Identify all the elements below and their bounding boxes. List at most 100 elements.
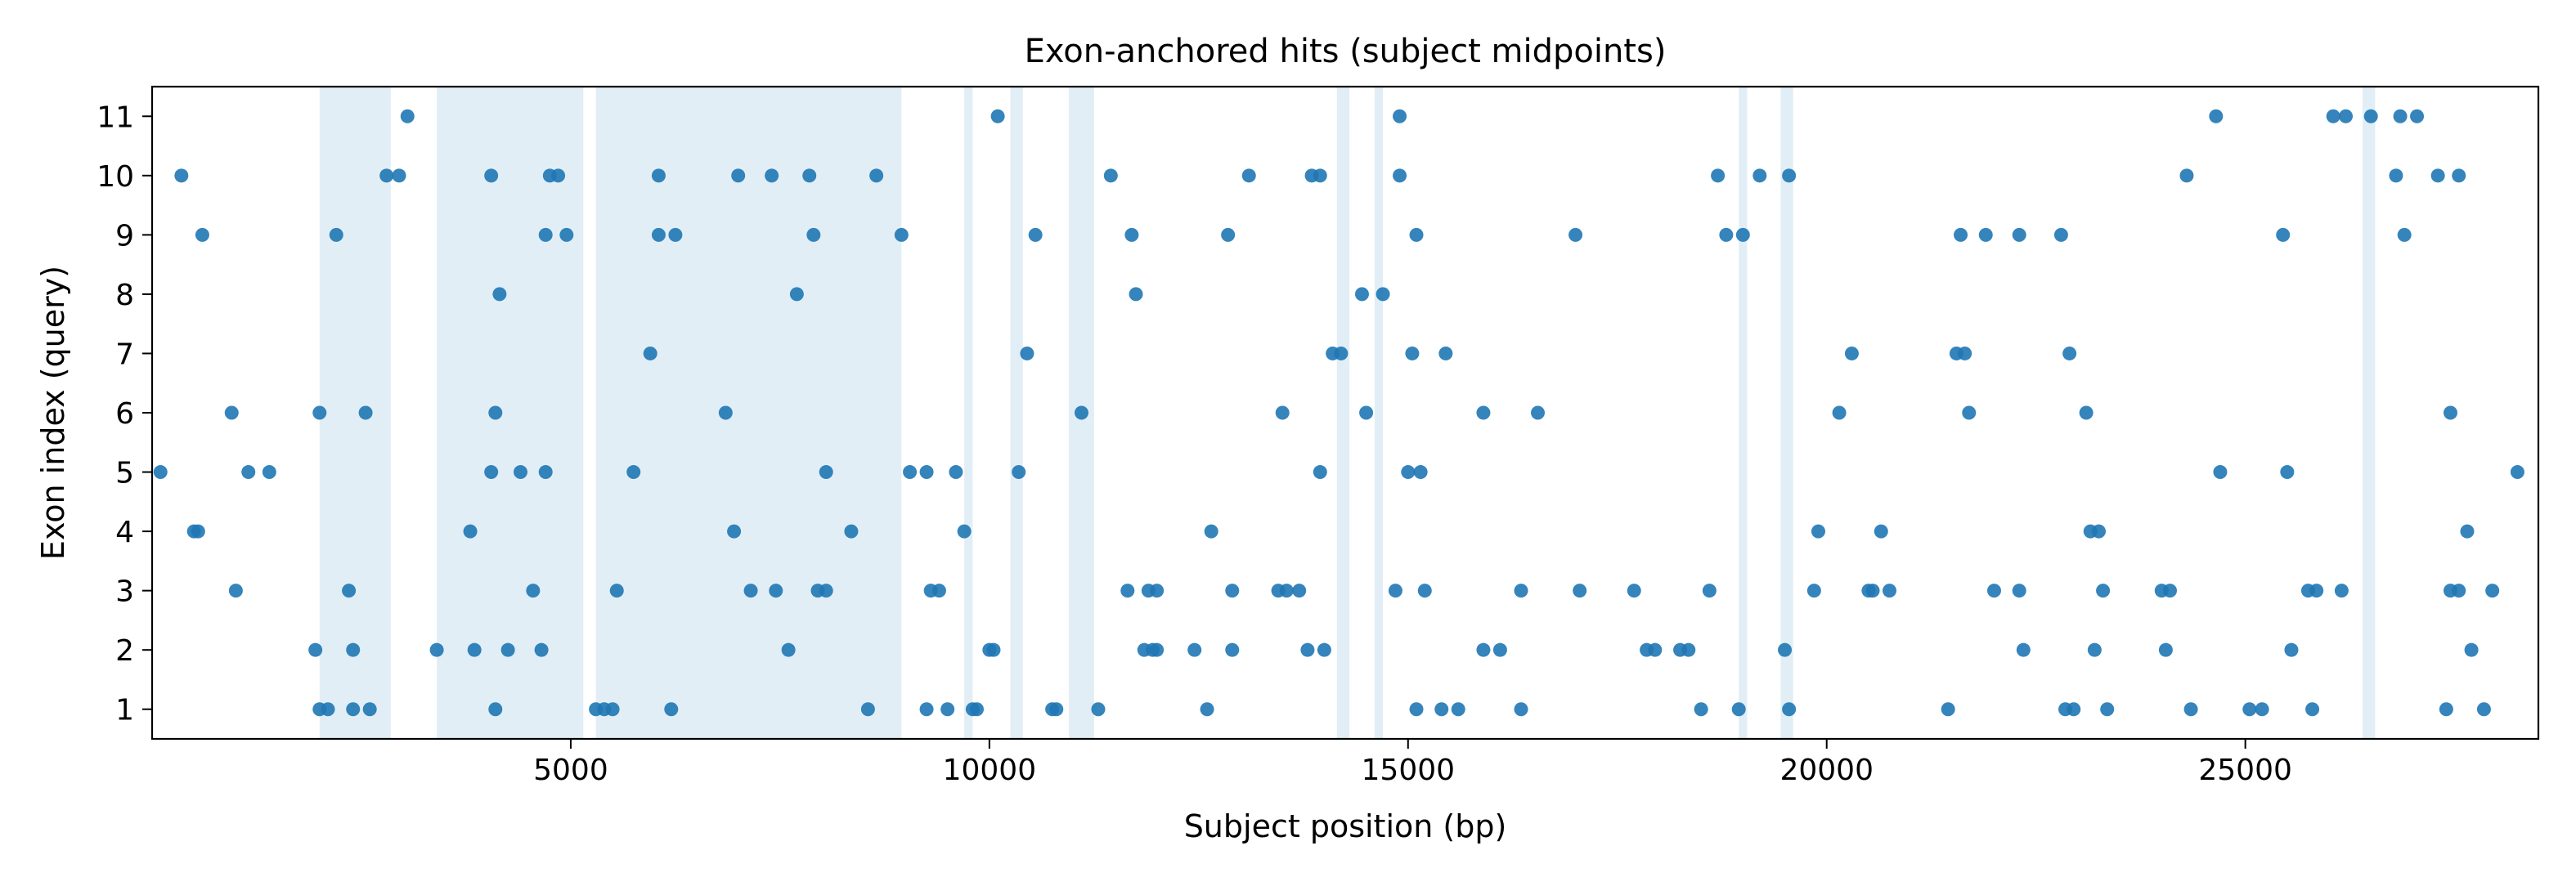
- data-point: [844, 524, 859, 539]
- data-point: [2276, 227, 2291, 242]
- data-point: [2464, 642, 2479, 657]
- shaded-region-7: [1336, 87, 1350, 739]
- data-point: [224, 405, 239, 420]
- y-tick-label: 5: [115, 457, 134, 490]
- x-axis-label: Subject position (bp): [1184, 808, 1507, 844]
- data-point: [2209, 109, 2224, 123]
- data-point: [1874, 524, 1888, 539]
- data-point: [1514, 584, 1528, 598]
- data-point: [1225, 642, 1240, 657]
- data-point: [626, 465, 641, 480]
- data-point: [559, 227, 574, 242]
- data-point: [191, 524, 205, 539]
- data-point: [894, 227, 909, 242]
- shaded-regions: [319, 87, 2376, 739]
- data-point: [2460, 524, 2475, 539]
- data-point: [1300, 642, 1315, 657]
- data-point: [2452, 584, 2466, 598]
- data-point: [2255, 702, 2269, 717]
- data-point: [1187, 642, 1202, 657]
- data-point: [2485, 584, 2500, 598]
- data-point: [1832, 405, 1847, 420]
- data-point: [919, 702, 934, 717]
- data-point: [1568, 227, 1583, 242]
- data-point: [312, 405, 327, 420]
- data-point: [1292, 584, 1307, 598]
- y-tick-label: 10: [96, 160, 134, 194]
- data-point: [1124, 227, 1139, 242]
- data-point: [664, 702, 679, 717]
- data-point: [2410, 109, 2425, 123]
- data-point: [1012, 465, 1026, 480]
- data-point: [903, 465, 918, 480]
- data-point: [1049, 702, 1064, 717]
- data-point: [513, 465, 527, 480]
- data-point: [1129, 287, 1143, 302]
- data-point: [534, 642, 549, 657]
- shaded-region-8: [1374, 87, 1384, 739]
- data-point: [321, 702, 335, 717]
- data-point: [651, 168, 666, 183]
- data-point: [1409, 702, 1424, 717]
- data-point: [2213, 465, 2228, 480]
- data-point: [492, 287, 507, 302]
- data-point: [806, 227, 821, 242]
- data-point: [2309, 584, 2324, 598]
- shaded-region-2: [437, 87, 584, 739]
- x-tick-label: 25000: [2198, 754, 2292, 787]
- data-point: [346, 642, 361, 657]
- data-point: [1150, 584, 1165, 598]
- data-point: [1476, 405, 1491, 420]
- data-point: [819, 584, 833, 598]
- data-point: [484, 168, 499, 183]
- data-point: [769, 584, 783, 598]
- data-point: [1317, 642, 1331, 657]
- data-point: [2363, 109, 2378, 123]
- data-point: [1954, 227, 1968, 242]
- data-point: [1091, 702, 1106, 717]
- data-point: [2100, 702, 2115, 717]
- data-point: [2087, 642, 2102, 657]
- data-point: [2397, 227, 2412, 242]
- data-point: [1204, 524, 1218, 539]
- data-point: [860, 702, 875, 717]
- y-tick-label: 3: [115, 575, 134, 609]
- chart-title: Exon-anchored hits (subject midpoints): [1025, 33, 1667, 70]
- data-point: [2452, 168, 2466, 183]
- data-point: [262, 465, 276, 480]
- data-point: [538, 227, 553, 242]
- data-point: [1020, 346, 1034, 360]
- y-tick-label: 7: [115, 338, 134, 371]
- data-point: [949, 465, 963, 480]
- data-point: [919, 465, 934, 480]
- data-point: [1417, 584, 1432, 598]
- data-point: [668, 227, 683, 242]
- y-tick-label: 4: [115, 516, 134, 549]
- data-point: [1401, 465, 1416, 480]
- data-point: [2326, 109, 2340, 123]
- data-point: [1627, 584, 1641, 598]
- data-point: [2439, 702, 2453, 717]
- data-point: [1225, 584, 1240, 598]
- data-point: [174, 168, 189, 183]
- shaded-region-3: [595, 87, 902, 739]
- data-point: [1279, 584, 1294, 598]
- data-point: [1694, 702, 1708, 717]
- data-point: [743, 584, 758, 598]
- data-point: [1200, 702, 1214, 717]
- data-point: [2284, 642, 2299, 657]
- data-point: [228, 584, 243, 598]
- data-point: [970, 702, 985, 717]
- data-point: [1962, 405, 1977, 420]
- data-point: [484, 465, 499, 480]
- data-point: [551, 168, 566, 183]
- data-point: [2158, 642, 2173, 657]
- data-point: [1941, 702, 1955, 717]
- data-point: [1275, 405, 1290, 420]
- data-point: [1074, 405, 1088, 420]
- data-point: [1376, 287, 1390, 302]
- data-point: [467, 642, 482, 657]
- data-point: [1978, 227, 1993, 242]
- data-point: [1103, 168, 1118, 183]
